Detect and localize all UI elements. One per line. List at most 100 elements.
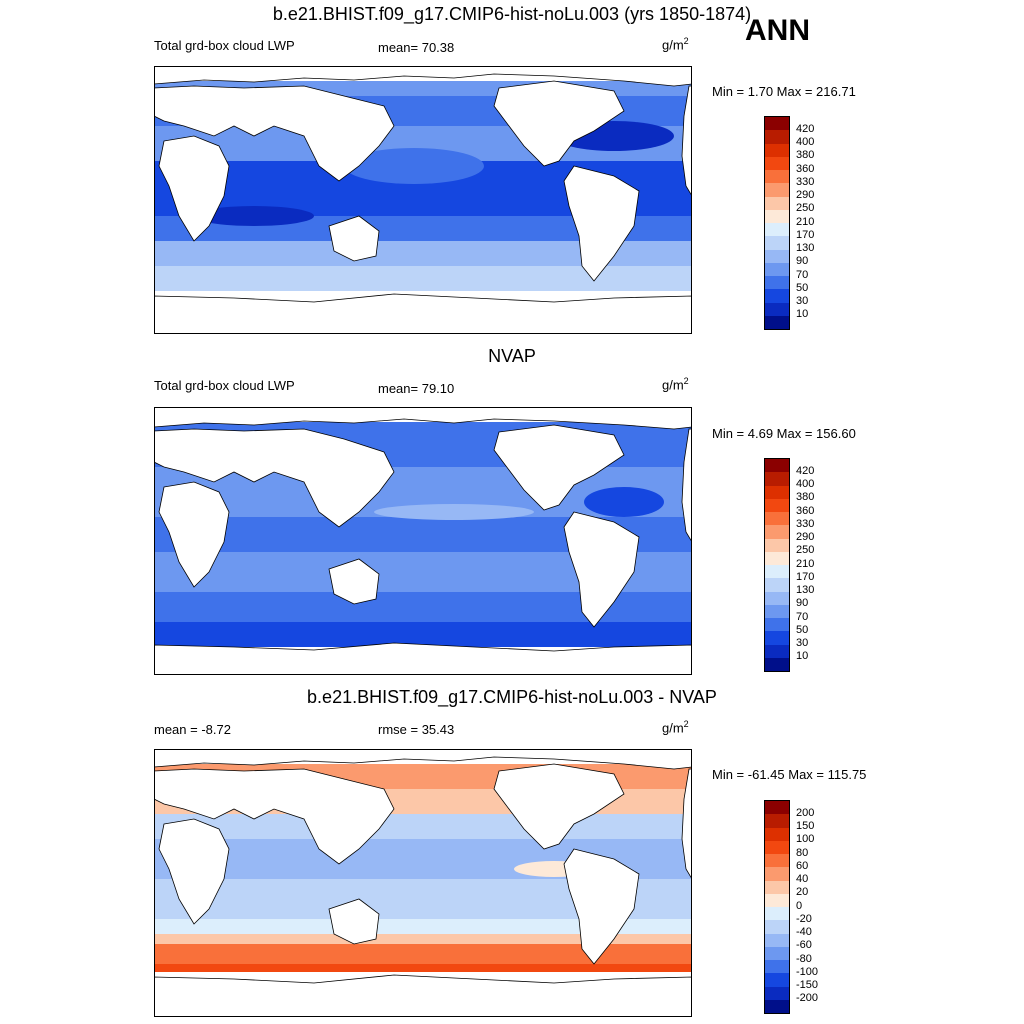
colorbar-label: 80 xyxy=(796,846,809,859)
colorbar-swatch xyxy=(765,302,789,316)
colorbar-label: 330 xyxy=(796,517,815,530)
colorbar-label: 330 xyxy=(796,175,815,188)
colorbar-swatch xyxy=(765,183,789,197)
colorbar-swatch xyxy=(765,249,789,263)
panel-1-mean: mean= 70.38 xyxy=(378,40,455,55)
colorbar-swatch xyxy=(765,485,789,499)
colorbar-swatch xyxy=(765,999,789,1013)
panel-3-rmse: rmse = 35.43 xyxy=(378,722,455,737)
colorbar-swatch xyxy=(765,827,789,841)
colorbar-label: 420 xyxy=(796,122,815,135)
panel-2-mean: mean= 79.10 xyxy=(378,381,455,396)
colorbar-label: 200 xyxy=(796,806,815,819)
colorbar-swatch xyxy=(765,262,789,276)
colorbar-label: 100 xyxy=(796,833,815,846)
colorbar-swatch xyxy=(765,551,789,565)
colorbar-swatch xyxy=(765,801,789,815)
panel-1-variable: Total grd-box cloud LWP xyxy=(154,38,295,53)
colorbar-label: 130 xyxy=(796,242,815,254)
colorbar-label: 170 xyxy=(796,570,815,583)
colorbar-label: 60 xyxy=(796,859,809,872)
colorbar-swatch xyxy=(765,498,789,512)
colorbar-label: 250 xyxy=(796,544,815,557)
colorbar-swatch xyxy=(765,209,789,223)
colorbar-swatch xyxy=(765,525,789,539)
colorbar-swatch xyxy=(765,315,789,329)
colorbar-label: 210 xyxy=(796,557,815,570)
panel-2-title: NVAP xyxy=(488,346,536,366)
panel-1-map-svg xyxy=(154,66,692,334)
colorbar-label: 20 xyxy=(796,886,809,899)
colorbar-swatch xyxy=(765,512,789,526)
colorbar-swatch xyxy=(765,196,789,210)
colorbar-label: -150 xyxy=(796,979,819,991)
colorbar-label: -20 xyxy=(796,912,812,925)
panel-3-mean: mean = -8.72 xyxy=(154,722,231,737)
panel-3-units: g/m2 xyxy=(662,719,689,736)
colorbar-swatch xyxy=(765,631,789,645)
colorbar-swatch xyxy=(765,840,789,854)
colorbar-label: -80 xyxy=(796,952,812,965)
colorbar-swatch xyxy=(765,854,789,868)
colorbar-swatch xyxy=(765,565,789,579)
colorbar-label: 10 xyxy=(796,650,809,663)
colorbar-swatch xyxy=(765,289,789,303)
colorbar-swatch xyxy=(765,946,789,960)
panel-2-map xyxy=(154,407,692,675)
colorbar-swatch xyxy=(765,920,789,934)
colorbar-swatch xyxy=(765,170,789,184)
panel-2-variable: Total grd-box cloud LWP xyxy=(154,378,295,393)
colorbar-swatch xyxy=(765,867,789,881)
colorbar-label: 360 xyxy=(796,162,815,175)
colorbar-swatch xyxy=(765,604,789,618)
colorbar-swatch xyxy=(765,907,789,921)
colorbar-label: 10 xyxy=(796,308,809,321)
colorbar-label: 150 xyxy=(796,820,815,832)
panel-2-colorbar xyxy=(764,458,790,672)
colorbar-swatch xyxy=(765,644,789,658)
colorbar-label: 170 xyxy=(796,228,815,241)
panel-1-minmax: Min = 1.70 Max = 216.71 xyxy=(712,84,856,99)
colorbar-swatch xyxy=(765,472,789,486)
colorbar-label: -200 xyxy=(796,992,819,1005)
colorbar-swatch xyxy=(765,143,789,157)
colorbar-label: 380 xyxy=(796,149,815,162)
colorbar-swatch xyxy=(765,880,789,894)
colorbar-swatch xyxy=(765,276,789,290)
colorbar-label: 90 xyxy=(796,255,809,268)
colorbar-swatch xyxy=(765,933,789,947)
panel-2-map-svg xyxy=(154,407,692,675)
panel-3-map xyxy=(154,749,692,1017)
panel-1-units: g/m2 xyxy=(662,36,689,53)
colorbar-swatch xyxy=(765,236,789,250)
colorbar-label: 70 xyxy=(796,268,809,281)
colorbar-swatch xyxy=(765,459,789,473)
season-label: ANN xyxy=(745,14,810,47)
colorbar-swatch xyxy=(765,960,789,974)
colorbar-label: 70 xyxy=(796,610,809,623)
colorbar-label: 250 xyxy=(796,202,815,215)
colorbar-swatch xyxy=(765,130,789,144)
colorbar-swatch xyxy=(765,618,789,632)
panel-3-title: b.e21.BHIST.f09_g17.CMIP6-hist-noLu.003 … xyxy=(307,687,717,707)
colorbar-label: 50 xyxy=(796,623,809,636)
colorbar-label: 380 xyxy=(796,491,815,504)
colorbar-label: 90 xyxy=(796,597,809,610)
colorbar-label: 290 xyxy=(796,189,815,201)
colorbar-label: 420 xyxy=(796,464,815,477)
colorbar-label: 400 xyxy=(796,136,815,148)
colorbar-label: 360 xyxy=(796,504,815,517)
colorbar-label: 400 xyxy=(796,478,815,490)
colorbar-swatch xyxy=(765,893,789,907)
colorbar-swatch xyxy=(765,578,789,592)
panel-2-minmax: Min = 4.69 Max = 156.60 xyxy=(712,426,856,441)
panel-1-title: b.e21.BHIST.f09_g17.CMIP6-hist-noLu.003 … xyxy=(272,4,752,24)
colorbar-swatch xyxy=(765,223,789,237)
colorbar-label: -40 xyxy=(796,926,812,938)
colorbar-swatch xyxy=(765,117,789,131)
colorbar-swatch xyxy=(765,156,789,170)
colorbar-label: -100 xyxy=(796,965,819,978)
colorbar-label: -60 xyxy=(796,939,812,952)
colorbar-label: 210 xyxy=(796,215,815,228)
colorbar-label: 0 xyxy=(796,899,803,912)
